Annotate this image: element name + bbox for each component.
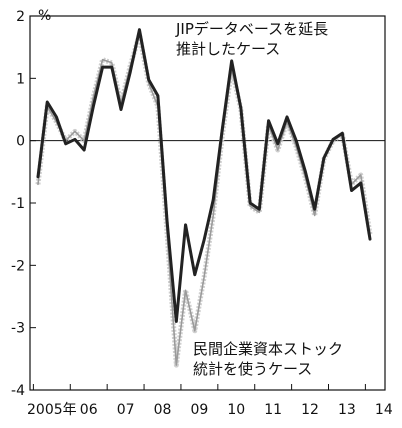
y-tick-label: -3 bbox=[11, 321, 25, 337]
x-tick-label: 14 bbox=[375, 402, 393, 418]
x-tick-label: 09 bbox=[190, 402, 208, 418]
x-tick-label: 11 bbox=[264, 402, 282, 418]
plot-frame bbox=[29, 15, 386, 391]
y-tick-label: 1 bbox=[16, 71, 25, 87]
annotation-private-line2: 統計を使うケース bbox=[193, 360, 312, 378]
x-tick-label: 10 bbox=[227, 402, 245, 418]
x-tick-label: 06 bbox=[80, 402, 98, 418]
annotation-jip-line1: JIPデータベースを延長 bbox=[175, 20, 328, 38]
x-tick-label: 07 bbox=[117, 402, 135, 418]
y-tick-label: 0 bbox=[16, 134, 25, 150]
x-tick-label: 12 bbox=[301, 402, 319, 418]
series-jip-line bbox=[36, 28, 372, 323]
y-tick-label: -4 bbox=[11, 383, 25, 399]
annotation-jip-line2: 推計したケース bbox=[176, 40, 280, 58]
series-lines bbox=[35, 28, 373, 368]
y-tick-label: -2 bbox=[11, 258, 25, 274]
axes bbox=[29, 15, 386, 391]
x-tick-labels: 2005年 06 07 08 09 10 11 12 13 14 bbox=[27, 402, 393, 418]
series-private-line bbox=[37, 33, 371, 366]
y-tick-labels: 2 1 0 -1 -2 -3 -4 bbox=[11, 9, 25, 399]
x-tick-label: 13 bbox=[338, 402, 356, 418]
x-tick-label: 08 bbox=[154, 402, 172, 418]
x-tick-label: 2005年 bbox=[27, 402, 77, 418]
series-private-halo bbox=[35, 32, 373, 368]
annotation-private-line1: 民間企業資本ストック bbox=[193, 340, 343, 358]
y-tick-label: -1 bbox=[11, 196, 25, 212]
y-tick-label: 2 bbox=[16, 9, 25, 25]
